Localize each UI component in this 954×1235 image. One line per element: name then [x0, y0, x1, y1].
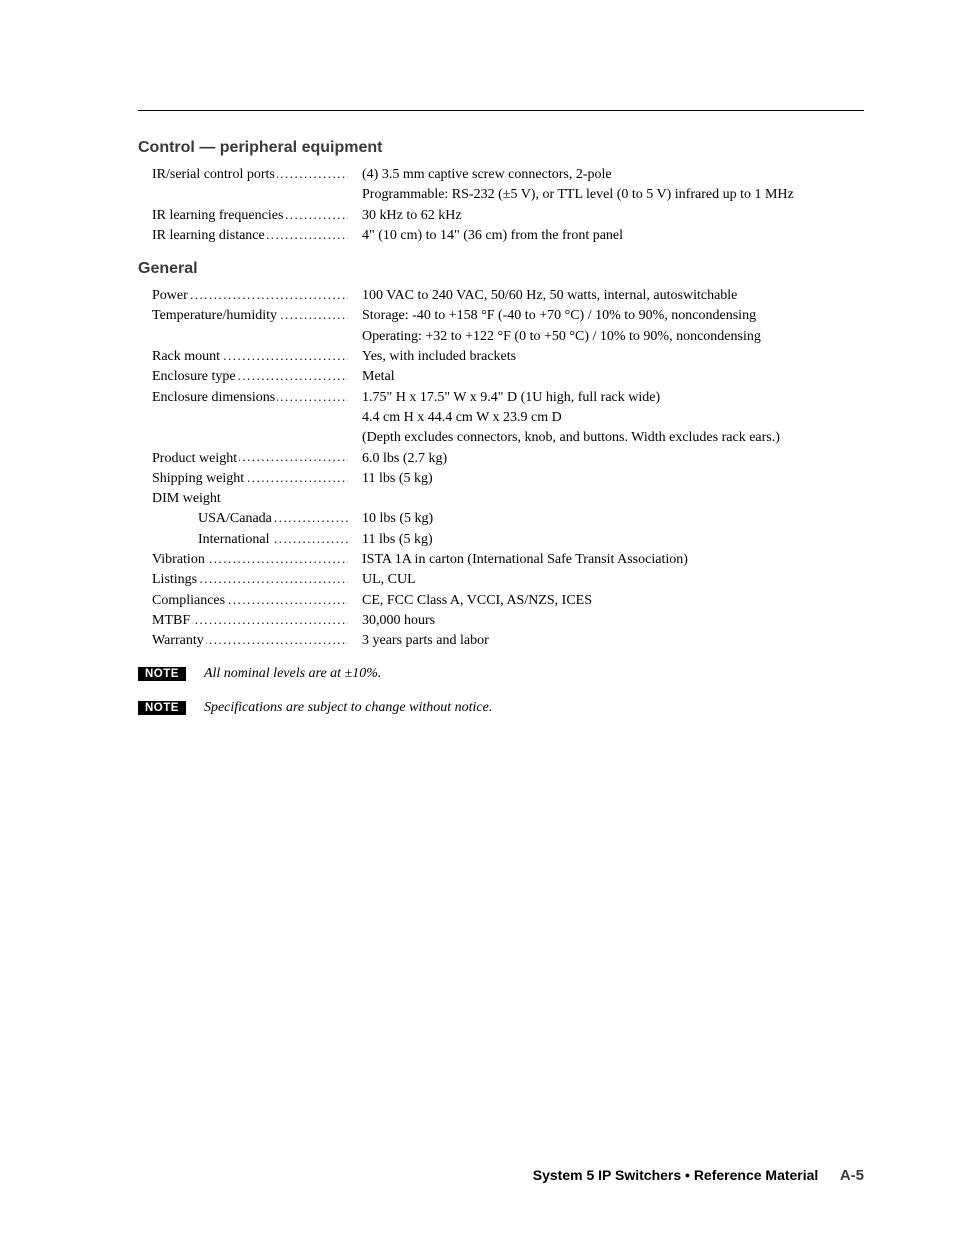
note-text: Specifications are subject to change wit…: [186, 700, 492, 716]
spec-row: Enclosure type Metal: [152, 367, 864, 387]
spec-row: Vibration ISTA 1A in carton (Internation…: [152, 550, 864, 570]
spec-value: 30,000 hours: [348, 611, 864, 631]
spec-row: Compliances CE, FCC Class A, VCCI, AS/NZ…: [152, 591, 864, 611]
spec-value: Storage: -40 to +158 °F (-40 to +70 °C) …: [348, 306, 864, 347]
top-rule: [138, 110, 864, 111]
spec-label: Compliances: [152, 591, 348, 611]
spec-label: Temperature/humidity: [152, 306, 348, 326]
spec-label: USA/Canada: [198, 509, 348, 529]
note-row: NOTE All nominal levels are at ±10%.: [138, 666, 864, 682]
spec-row: Listings UL, CUL: [152, 570, 864, 590]
spec-value: 3 years parts and labor: [348, 631, 864, 651]
footer-title: System 5 IP Switchers • Reference Materi…: [533, 1167, 819, 1183]
spec-label: Listings: [152, 570, 348, 590]
spec-value: ISTA 1A in carton (International Safe Tr…: [348, 550, 864, 570]
note-tag: NOTE: [138, 701, 186, 715]
spec-label: Vibration: [152, 550, 348, 570]
spec-label: Rack mount: [152, 347, 348, 367]
spec-label: Enclosure dimensions: [152, 388, 348, 408]
spec-row: Warranty 3 years parts and labor: [152, 631, 864, 651]
spec-label: MTBF: [152, 611, 348, 631]
spec-value: UL, CUL: [348, 570, 864, 590]
section-heading-general: General: [138, 260, 864, 278]
spec-value: 11 lbs (5 kg): [348, 530, 864, 550]
spec-row: DIM weight: [152, 489, 864, 509]
spec-label: DIM weight: [152, 489, 348, 509]
spec-label: IR learning distance: [152, 226, 348, 246]
spec-value: Metal: [348, 367, 864, 387]
spec-row: MTBF 30,000 hours: [152, 611, 864, 631]
note-tag: NOTE: [138, 667, 186, 681]
page-footer: System 5 IP Switchers • Reference Materi…: [533, 1167, 864, 1185]
spec-label: Power: [152, 286, 348, 306]
spec-value: 1.75" H x 17.5" W x 9.4" D (1U high, ful…: [348, 388, 864, 449]
spec-value: Yes, with included brackets: [348, 347, 864, 367]
spec-value: 30 kHz to 62 kHz: [348, 206, 864, 226]
spec-value: (4) 3.5 mm captive screw connectors, 2-p…: [348, 165, 864, 206]
note-row: NOTE Specifications are subject to chang…: [138, 700, 864, 716]
spec-value: 6.0 lbs (2.7 kg): [348, 449, 864, 469]
spec-value: 10 lbs (5 kg): [348, 509, 864, 529]
spec-row: IR learning frequencies 30 kHz to 62 kHz: [152, 206, 864, 226]
spec-row-indent: USA/Canada 10 lbs (5 kg): [198, 509, 864, 529]
spec-label: Product weight: [152, 449, 348, 469]
spec-label: Warranty: [152, 631, 348, 651]
spec-row: Enclosure dimensions 1.75" H x 17.5" W x…: [152, 388, 864, 449]
footer-page-number: A-5: [822, 1167, 864, 1184]
spec-row: Rack mount Yes, with included brackets: [152, 347, 864, 367]
spec-row: Power 100 VAC to 240 VAC, 50/60 Hz, 50 w…: [152, 286, 864, 306]
page: Control — peripheral equipment IR/serial…: [0, 0, 954, 1235]
note-text: All nominal levels are at ±10%.: [186, 666, 381, 682]
spec-label: International: [198, 530, 348, 550]
spec-label: Shipping weight: [152, 469, 348, 489]
spec-label: IR learning frequencies: [152, 206, 348, 226]
spec-label: IR/serial control ports: [152, 165, 348, 185]
spec-row: IR/serial control ports (4) 3.5 mm capti…: [152, 165, 864, 206]
spec-value: 11 lbs (5 kg): [348, 469, 864, 489]
spec-row: Shipping weight 11 lbs (5 kg): [152, 469, 864, 489]
spec-value: CE, FCC Class A, VCCI, AS/NZS, ICES: [348, 591, 864, 611]
spec-row: IR learning distance 4" (10 cm) to 14" (…: [152, 226, 864, 246]
spec-value: 100 VAC to 240 VAC, 50/60 Hz, 50 watts, …: [348, 286, 864, 306]
spec-label: Enclosure type: [152, 367, 348, 387]
spec-row: Temperature/humidity Storage: -40 to +15…: [152, 306, 864, 347]
spec-row-indent: International 11 lbs (5 kg): [198, 530, 864, 550]
section-heading-control: Control — peripheral equipment: [138, 139, 864, 157]
spec-row: Product weight 6.0 lbs (2.7 kg): [152, 449, 864, 469]
spec-value: 4" (10 cm) to 14" (36 cm) from the front…: [348, 226, 864, 246]
